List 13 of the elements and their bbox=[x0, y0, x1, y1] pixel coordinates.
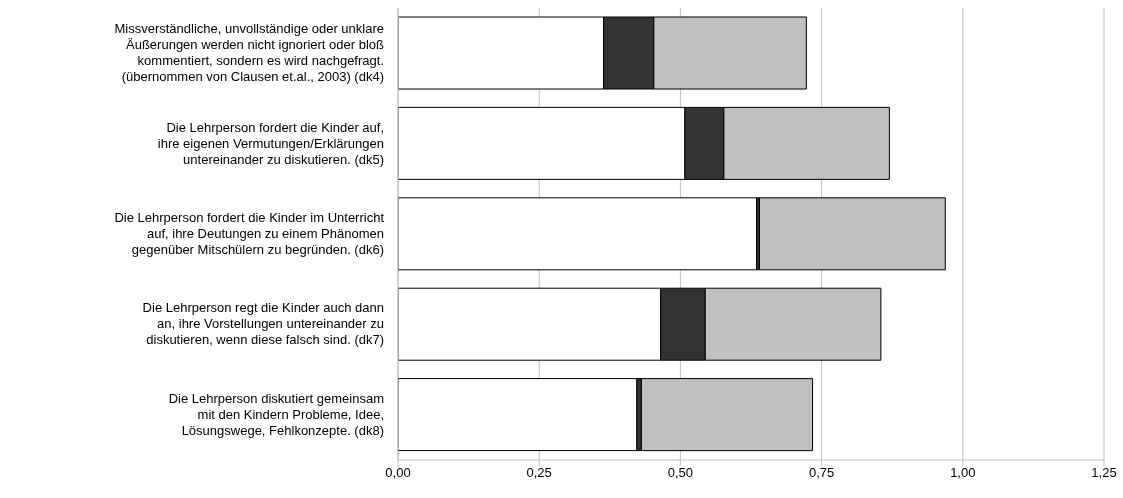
x-tick-label: 0,75 bbox=[808, 465, 835, 481]
y-tick-label: Die Lehrperson diskutiert gemeinsam mit den Kindern Probleme, Idee, Lösungswege, Fehlkonzepte. (dk8) bbox=[168, 390, 384, 438]
bar bbox=[398, 378, 638, 452]
y-tick-label: Die Lehrperson fordert die Kinder im Unterricht auf, ihre Deutungen zu einem Phänomen gegenüber Mitschülern zu begründen. (dk6) bbox=[114, 210, 385, 257]
y-tick-label: Die Lehrperson regt die Kinder auch dann an, ihre Vorstellungen untereinander zu diskutieren, wenn diese falsch sind. (dk7) bbox=[142, 300, 384, 348]
y-tick-label: Missverständliche, unvollständige oder unklare Äußerungen werden nicht ignoriert oder bloß kommentiert, sondern es wird nachgefragt. (übernommen von Clausen et.al., 2003) (dk4) bbox=[114, 21, 385, 85]
y-tick-label: Die Lehrperson fordert die Kinder auf, ihre eigenen Vermutungen/Erklärungen untereinander zu diskutieren. (dk5) bbox=[157, 119, 384, 167]
bar bbox=[398, 197, 758, 271]
x-tick-label: 0,00 bbox=[385, 465, 411, 481]
x-tick-label: 1,00 bbox=[950, 465, 976, 481]
x-tick-label: 0,25 bbox=[526, 465, 552, 481]
x-tick-label: 0,50 bbox=[667, 465, 694, 481]
x-tick-label: 1,25 bbox=[1091, 465, 1117, 481]
